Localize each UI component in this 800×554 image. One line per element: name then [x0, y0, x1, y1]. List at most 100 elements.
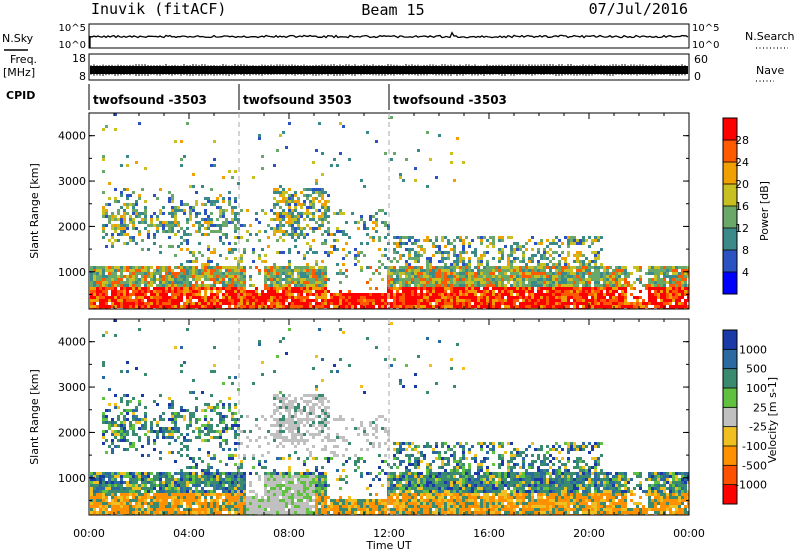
power-cell	[510, 248, 513, 251]
power-cell	[312, 218, 315, 221]
power-cell	[315, 272, 318, 275]
velocity-cell	[123, 487, 126, 490]
power-cell	[270, 293, 273, 296]
power-cell	[561, 251, 564, 254]
power-cell	[426, 278, 429, 281]
power-cell	[525, 305, 528, 308]
power-cell	[174, 293, 177, 296]
power-cell	[144, 200, 147, 203]
power-cell	[438, 299, 441, 302]
power-cell	[423, 248, 426, 251]
power-cell	[330, 233, 333, 236]
power-cell	[285, 269, 288, 272]
power-cell	[447, 272, 450, 275]
power-cell	[570, 236, 573, 239]
power-cell	[471, 251, 474, 254]
power-cell	[189, 284, 192, 287]
power-cell	[129, 275, 132, 278]
power-cell	[648, 284, 651, 287]
power-cell	[435, 176, 438, 179]
power-cell	[222, 200, 225, 203]
power-cell	[615, 278, 618, 281]
power-cell	[231, 284, 234, 287]
power-cell	[402, 254, 405, 257]
velocity-cell	[204, 472, 207, 475]
power-cell	[306, 278, 309, 281]
power-cell	[168, 302, 171, 305]
power-cell	[168, 278, 171, 281]
power-cell	[492, 284, 495, 287]
power-cell	[372, 296, 375, 299]
power-cell	[519, 278, 522, 281]
power-cell	[378, 236, 381, 239]
power-cell	[231, 176, 234, 179]
power-cell	[453, 266, 456, 269]
velocity-cell	[240, 466, 243, 469]
power-cell	[561, 284, 564, 287]
power-cell	[567, 269, 570, 272]
velocity-cell	[186, 499, 189, 502]
power-cell	[222, 287, 225, 290]
power-cell	[546, 266, 549, 269]
power-cell	[156, 293, 159, 296]
power-cell	[393, 269, 396, 272]
power-cell	[90, 302, 93, 305]
power-cell	[114, 215, 117, 218]
power-cell	[318, 218, 321, 221]
power-cell	[198, 242, 201, 245]
velocity-cell	[252, 454, 255, 457]
power-cell	[360, 302, 363, 305]
velocity-cell	[123, 511, 126, 514]
power-cell	[198, 284, 201, 287]
power-cell	[153, 278, 156, 281]
power-cell	[111, 269, 114, 272]
power-cell	[417, 296, 420, 299]
velocity-cell	[219, 508, 222, 511]
power-cell	[273, 302, 276, 305]
velocity-cell	[183, 439, 186, 442]
power-cell	[483, 290, 486, 293]
station-title: Inuvik (fitACF)	[91, 0, 226, 18]
power-cell	[270, 287, 273, 290]
power-cell	[402, 290, 405, 293]
power-cell	[408, 248, 411, 251]
power-cell	[264, 254, 267, 257]
power-cell	[120, 233, 123, 236]
power-cell	[216, 299, 219, 302]
power-cell	[432, 305, 435, 308]
power-cell	[531, 290, 534, 293]
power-cell	[546, 302, 549, 305]
power-cell	[309, 305, 312, 308]
power-cell	[324, 230, 327, 233]
power-cell	[477, 290, 480, 293]
power-cell	[588, 287, 591, 290]
power-cell	[600, 275, 603, 278]
power-cell	[102, 266, 105, 269]
power-cell	[153, 290, 156, 293]
power-cell	[540, 287, 543, 290]
power-cell	[528, 302, 531, 305]
velocity-cell	[159, 418, 162, 421]
power-cell	[375, 287, 378, 290]
power-cell	[624, 269, 627, 272]
power-cell	[411, 257, 414, 260]
power-cell	[534, 272, 537, 275]
velocity-cell	[222, 472, 225, 475]
power-cell	[297, 305, 300, 308]
power-cell	[204, 218, 207, 221]
power-cell	[321, 290, 324, 293]
power-cell	[186, 281, 189, 284]
power-cell	[324, 293, 327, 296]
power-cell	[345, 302, 348, 305]
power-cell	[534, 254, 537, 257]
velocity-cell	[141, 478, 144, 481]
power-cell	[279, 284, 282, 287]
velocity-cell	[225, 472, 228, 475]
power-cell	[174, 221, 177, 224]
velocity-cell	[240, 415, 243, 418]
power-cell	[129, 239, 132, 242]
power-cell	[486, 287, 489, 290]
power-cell	[396, 269, 399, 272]
power-cell	[129, 281, 132, 284]
power-cell	[333, 299, 336, 302]
